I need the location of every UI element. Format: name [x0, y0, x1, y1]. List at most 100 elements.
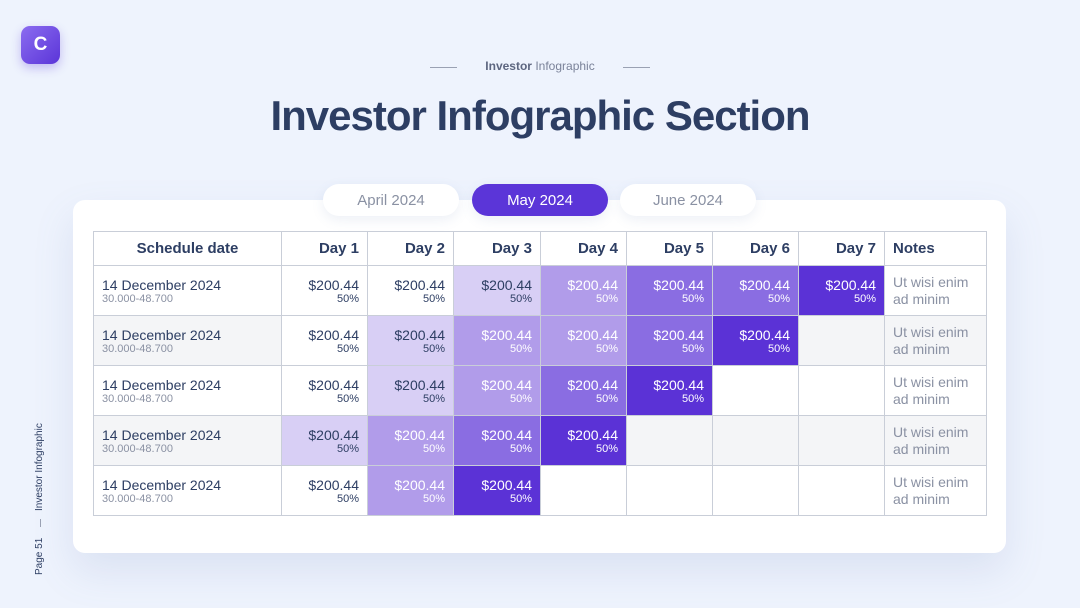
- value-cell: $200.44 50%: [367, 315, 454, 366]
- date-range: 30.000-48.700: [102, 392, 173, 405]
- amount: $200.44: [308, 376, 359, 393]
- header-row: Schedule date Day 1 Day 2 Day 3 Day 4 Day 5 Da…: [93, 231, 987, 266]
- amount: $200.44: [567, 426, 618, 443]
- empty-cell: [712, 365, 799, 416]
- header-cell: Day 1: [281, 231, 368, 266]
- percent: 50%: [336, 292, 359, 305]
- percent: 50%: [422, 492, 445, 505]
- amount: $200.44: [653, 276, 704, 293]
- percent: 50%: [336, 392, 359, 405]
- date: 14 December 2024: [102, 326, 222, 343]
- sidebar-page: Page 51: [34, 537, 45, 575]
- amount: $200.44: [308, 276, 359, 293]
- empty-cell: [798, 365, 885, 416]
- kicker-bold: Investor: [485, 59, 532, 73]
- percent: 50%: [595, 292, 618, 305]
- value-cell: $200.44 50%: [367, 365, 454, 416]
- empty-cell: [798, 465, 885, 516]
- date: 14 December 2024: [102, 426, 222, 443]
- amount: $200.44: [308, 426, 359, 443]
- date-range: 30.000-48.700: [102, 292, 173, 305]
- amount: $200.44: [825, 276, 876, 293]
- date-cell: 14 December 2024 30.000-48.700: [93, 365, 282, 416]
- percent: 50%: [509, 392, 532, 405]
- percent: 50%: [767, 342, 790, 355]
- amount: $200.44: [394, 276, 445, 293]
- percent: 50%: [336, 492, 359, 505]
- amount: $200.44: [481, 276, 532, 293]
- month-tab[interactable]: June 2024: [620, 184, 756, 216]
- percent: 50%: [422, 292, 445, 305]
- date-cell: 14 December 2024 30.000-48.700: [93, 315, 282, 366]
- percent: 50%: [509, 442, 532, 455]
- percent: 50%: [595, 392, 618, 405]
- percent: 50%: [595, 342, 618, 355]
- date-cell: 14 December 2024 30.000-48.700: [93, 415, 282, 466]
- header-cell: Day 2: [367, 231, 454, 266]
- schedule-table: Schedule date Day 1 Day 2 Day 3 Day 4 Day 5 Da…: [93, 231, 987, 516]
- month-tab[interactable]: May 2024: [472, 184, 608, 216]
- logo[interactable]: C: [21, 26, 60, 64]
- notes-cell: Ut wisi enim ad minim: [884, 315, 987, 366]
- kicker: Investor Infographic: [0, 59, 1080, 73]
- empty-cell: [712, 465, 799, 516]
- percent: 50%: [681, 342, 704, 355]
- notes-cell: Ut wisi enim ad minim: [884, 265, 987, 316]
- percent: 50%: [509, 292, 532, 305]
- amount: $200.44: [481, 476, 532, 493]
- value-cell: $200.44 50%: [626, 315, 713, 366]
- month-tab[interactable]: April 2024: [323, 184, 459, 216]
- header-cell: Notes: [884, 231, 987, 266]
- amount: $200.44: [739, 326, 790, 343]
- value-cell: $200.44 50%: [367, 415, 454, 466]
- amount: $200.44: [567, 376, 618, 393]
- date: 14 December 2024: [102, 476, 222, 493]
- empty-cell: [798, 415, 885, 466]
- table-row: 14 December 2024 30.000-48.700 $200.44 50% $…: [93, 415, 987, 466]
- date: 14 December 2024: [102, 276, 222, 293]
- amount: $200.44: [481, 326, 532, 343]
- amount: $200.44: [394, 376, 445, 393]
- amount: $200.44: [481, 376, 532, 393]
- percent: 50%: [422, 392, 445, 405]
- empty-cell: [626, 415, 713, 466]
- amount: $200.44: [481, 426, 532, 443]
- value-cell: $200.44 50%: [367, 465, 454, 516]
- header-cell: Day 5: [626, 231, 713, 266]
- percent: 50%: [422, 442, 445, 455]
- date-cell: 14 December 2024 30.000-48.700: [93, 465, 282, 516]
- title: Investor Infographic Section: [270, 92, 810, 139]
- empty-cell: [626, 465, 713, 516]
- kicker-line: [623, 67, 650, 68]
- value-cell: $200.44 50%: [281, 315, 368, 366]
- amount: $200.44: [567, 276, 618, 293]
- value-cell: $200.44 50%: [798, 265, 885, 316]
- kicker-line: [430, 67, 457, 68]
- value-cell: $200.44 50%: [453, 415, 541, 466]
- table-row: 14 December 2024 30.000-48.700 $200.44 50% $…: [93, 465, 987, 516]
- percent: 50%: [336, 442, 359, 455]
- value-cell: $200.44 50%: [540, 415, 627, 466]
- value-cell: $200.44 50%: [540, 315, 627, 366]
- empty-cell: [712, 415, 799, 466]
- value-cell: $200.44 50%: [281, 365, 368, 416]
- value-cell: $200.44 50%: [281, 465, 368, 516]
- notes-cell: Ut wisi enim ad minim: [884, 365, 987, 416]
- percent: 50%: [509, 342, 532, 355]
- header-cell: Day 7: [798, 231, 885, 266]
- header-cell: Schedule date: [93, 231, 282, 266]
- header-cell: Day 3: [453, 231, 541, 266]
- amount: $200.44: [308, 476, 359, 493]
- date-range: 30.000-48.700: [102, 492, 173, 505]
- value-cell: $200.44 50%: [281, 265, 368, 316]
- value-cell: $200.44 50%: [626, 365, 713, 416]
- sidebar-divider: [40, 519, 41, 527]
- value-cell: $200.44 50%: [367, 265, 454, 316]
- value-cell: $200.44 50%: [540, 365, 627, 416]
- amount: $200.44: [394, 476, 445, 493]
- empty-cell: [798, 315, 885, 366]
- percent: 50%: [853, 292, 876, 305]
- amount: $200.44: [394, 326, 445, 343]
- value-cell: $200.44 50%: [712, 265, 799, 316]
- amount: $200.44: [567, 326, 618, 343]
